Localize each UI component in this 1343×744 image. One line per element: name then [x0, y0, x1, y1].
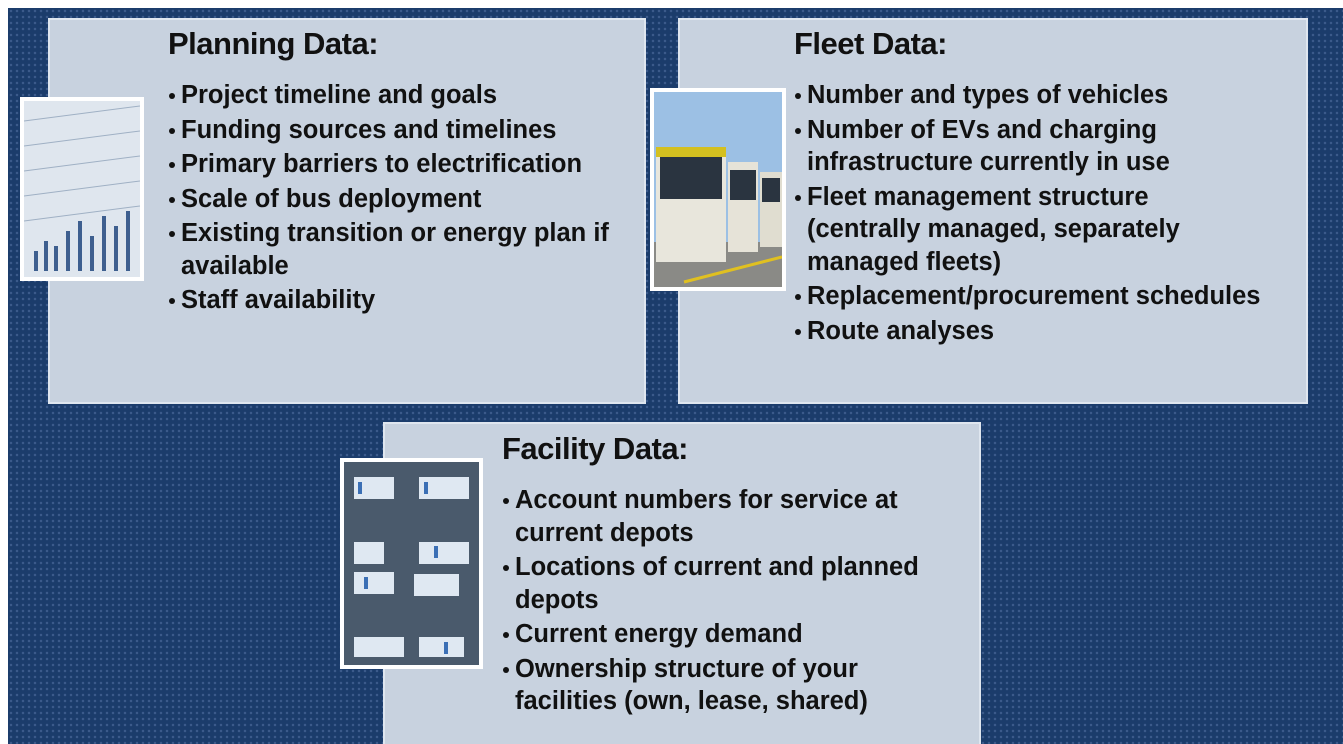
list-item: Ownership structure of your facilities (… — [502, 653, 952, 718]
depot-photo — [344, 462, 479, 665]
list-item: Route analyses — [794, 315, 1264, 348]
list-item: Staff availability — [168, 284, 646, 317]
facility-image — [340, 458, 483, 669]
item-list: Number and types of vehicles Number of EV… — [794, 79, 1264, 349]
fleet-image — [650, 88, 786, 291]
planning-panel — [48, 18, 646, 404]
list-item: Funding sources and timelines — [168, 114, 646, 147]
slide: Planning Data: Project timeline and goal… — [8, 8, 1343, 744]
planning-image — [20, 97, 144, 281]
list-item: Project timeline and goals — [168, 79, 646, 112]
panel-title: Planning Data: — [168, 26, 379, 61]
list-item: Replacement/procurement schedules — [794, 280, 1264, 313]
list-item: Scale of bus deployment — [168, 183, 646, 216]
item-list: Project timeline and goals Funding source… — [168, 79, 646, 319]
panel-title: Fleet Data: — [794, 26, 947, 61]
item-list: Account numbers for service at current d… — [502, 484, 952, 720]
list-item: Account numbers for service at current d… — [502, 484, 952, 549]
bus-photo — [654, 92, 782, 287]
list-item: Number of EVs and charging infrastructur… — [794, 114, 1264, 179]
list-item: Number and types of vehicles — [794, 79, 1264, 112]
list-item: Primary barriers to electrification — [168, 148, 646, 181]
list-item: Locations of current and planned depots — [502, 551, 952, 616]
chart-photo — [24, 101, 140, 277]
list-item: Fleet management structure (centrally ma… — [794, 181, 1264, 279]
list-item: Existing transition or energy plan if av… — [168, 217, 646, 282]
list-item: Current energy demand — [502, 618, 952, 651]
panel-title: Facility Data: — [502, 431, 688, 466]
